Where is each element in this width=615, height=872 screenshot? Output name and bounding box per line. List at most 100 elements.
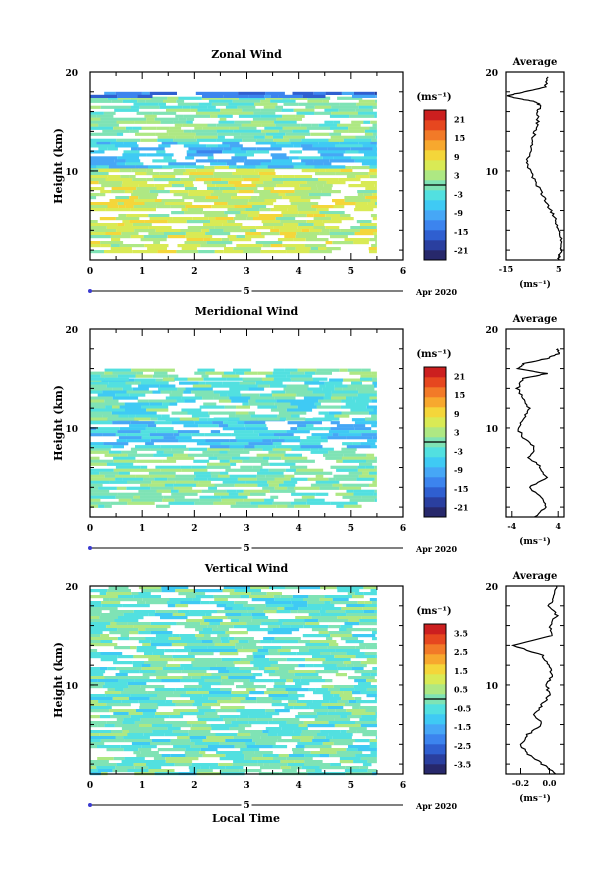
heatmap-cell <box>145 427 174 431</box>
heatmap-cell <box>167 96 179 100</box>
colorbar-swatch <box>424 160 446 171</box>
heatmap-cell <box>309 649 318 653</box>
heatmap-cell <box>105 232 122 236</box>
heatmap-cell <box>120 745 142 749</box>
heatmap-cell <box>171 411 188 415</box>
heatmap-cell <box>262 646 282 650</box>
heatmap-cell <box>372 377 377 381</box>
heatmap-cell <box>370 214 377 218</box>
heatmap-cell <box>311 187 318 191</box>
heatmap-cell <box>305 622 320 626</box>
heatmap-cell <box>359 766 369 770</box>
heatmap-cell <box>115 217 140 221</box>
heatmap-cell <box>175 688 198 692</box>
heatmap-cell <box>220 676 229 680</box>
heatmap-cell <box>158 102 166 106</box>
heatmap-cells <box>90 586 377 776</box>
heatmap-cell <box>125 159 141 163</box>
heatmap-cell <box>132 667 142 671</box>
heatmap-cell <box>140 718 165 722</box>
heatmap-cell <box>106 384 132 388</box>
heatmap-cell <box>341 91 354 95</box>
heatmap-cell <box>156 676 183 680</box>
heatmap-cell <box>207 745 235 749</box>
heatmap-cell <box>354 670 370 674</box>
heatmap-cell <box>173 433 180 437</box>
heatmap-cell <box>90 172 109 176</box>
heatmap-cell <box>148 399 177 403</box>
heatmap-cell <box>340 169 353 173</box>
colorbar-label: 0.5 <box>454 685 468 695</box>
heatmap-cell <box>213 390 241 394</box>
heatmap-cell <box>234 184 256 188</box>
heatmap-cell <box>326 181 346 185</box>
x-tick-label: 0 <box>87 524 93 534</box>
heatmap-cell <box>303 625 329 629</box>
heatmap-cell <box>314 402 321 406</box>
colorbar-swatch <box>424 210 446 221</box>
heatmap-cell <box>154 477 168 481</box>
heatmap-cell <box>298 607 322 611</box>
heatmap-cell <box>184 751 200 755</box>
heatmap-cell <box>215 661 234 665</box>
heatmap-cell <box>141 126 151 130</box>
heatmap-cell <box>357 468 377 472</box>
heatmap-cell <box>175 135 195 139</box>
heatmap-cell <box>278 754 289 758</box>
heatmap-cell <box>286 408 313 412</box>
heatmap-cell <box>295 247 311 251</box>
heatmap-cell <box>211 384 235 388</box>
heatmap-cell <box>163 377 175 381</box>
heatmap-cell <box>90 649 98 653</box>
heatmap-cell <box>202 694 219 698</box>
heatmap-cell <box>151 739 171 743</box>
heatmap-cell <box>173 169 186 173</box>
heatmap-cell <box>283 387 308 391</box>
heatmap-cell <box>246 628 273 632</box>
heatmap-cell <box>145 99 164 103</box>
heatmap-cell <box>186 120 193 124</box>
heatmap-cell <box>300 144 313 148</box>
heatmap-cell <box>98 486 117 490</box>
heatmap-cell <box>260 99 271 103</box>
x-tick-label: 1 <box>139 524 145 534</box>
heatmap-cell <box>109 199 135 203</box>
heatmap-cell <box>213 501 236 505</box>
heatmap-cell <box>131 147 138 151</box>
heatmap-cell <box>317 733 329 737</box>
heatmap-cell <box>369 739 377 743</box>
heatmap-cell <box>218 120 235 124</box>
heatmap-cell <box>294 498 307 502</box>
heatmap-cell <box>90 141 97 145</box>
heatmap-cell <box>189 769 197 773</box>
heatmap-cell <box>337 616 362 620</box>
heatmap-cell <box>190 649 212 653</box>
heatmap-cell <box>308 679 326 683</box>
heatmap-cell <box>160 445 187 449</box>
heatmap-cell <box>267 625 280 629</box>
heatmap-cell <box>197 368 215 372</box>
heatmap-cell <box>318 399 342 403</box>
heatmap-cell <box>336 459 343 463</box>
heatmap-cell <box>186 238 204 242</box>
heatmap-cell <box>311 205 334 209</box>
heatmap-cell <box>257 371 273 375</box>
heatmap-cell <box>263 610 277 614</box>
heatmap-cell <box>270 495 279 499</box>
heatmap-cell <box>181 408 202 412</box>
heatmap-cell <box>347 592 355 596</box>
heatmap-cell <box>300 445 323 449</box>
heatmap-cell <box>267 733 278 737</box>
heatmap-cell <box>253 664 271 668</box>
heatmap-cell <box>347 715 362 719</box>
heatmap-cell <box>165 757 179 761</box>
heatmap-cell <box>174 498 200 502</box>
colorbar-swatch <box>424 684 446 695</box>
heatmap-cell <box>347 384 374 388</box>
heatmap-cell <box>231 427 246 431</box>
heatmap-cell <box>252 652 269 656</box>
heatmap-cell <box>150 622 177 626</box>
heatmap-cell <box>215 217 234 221</box>
heatmap-cell <box>204 619 223 623</box>
heatmap-cell <box>115 673 128 677</box>
